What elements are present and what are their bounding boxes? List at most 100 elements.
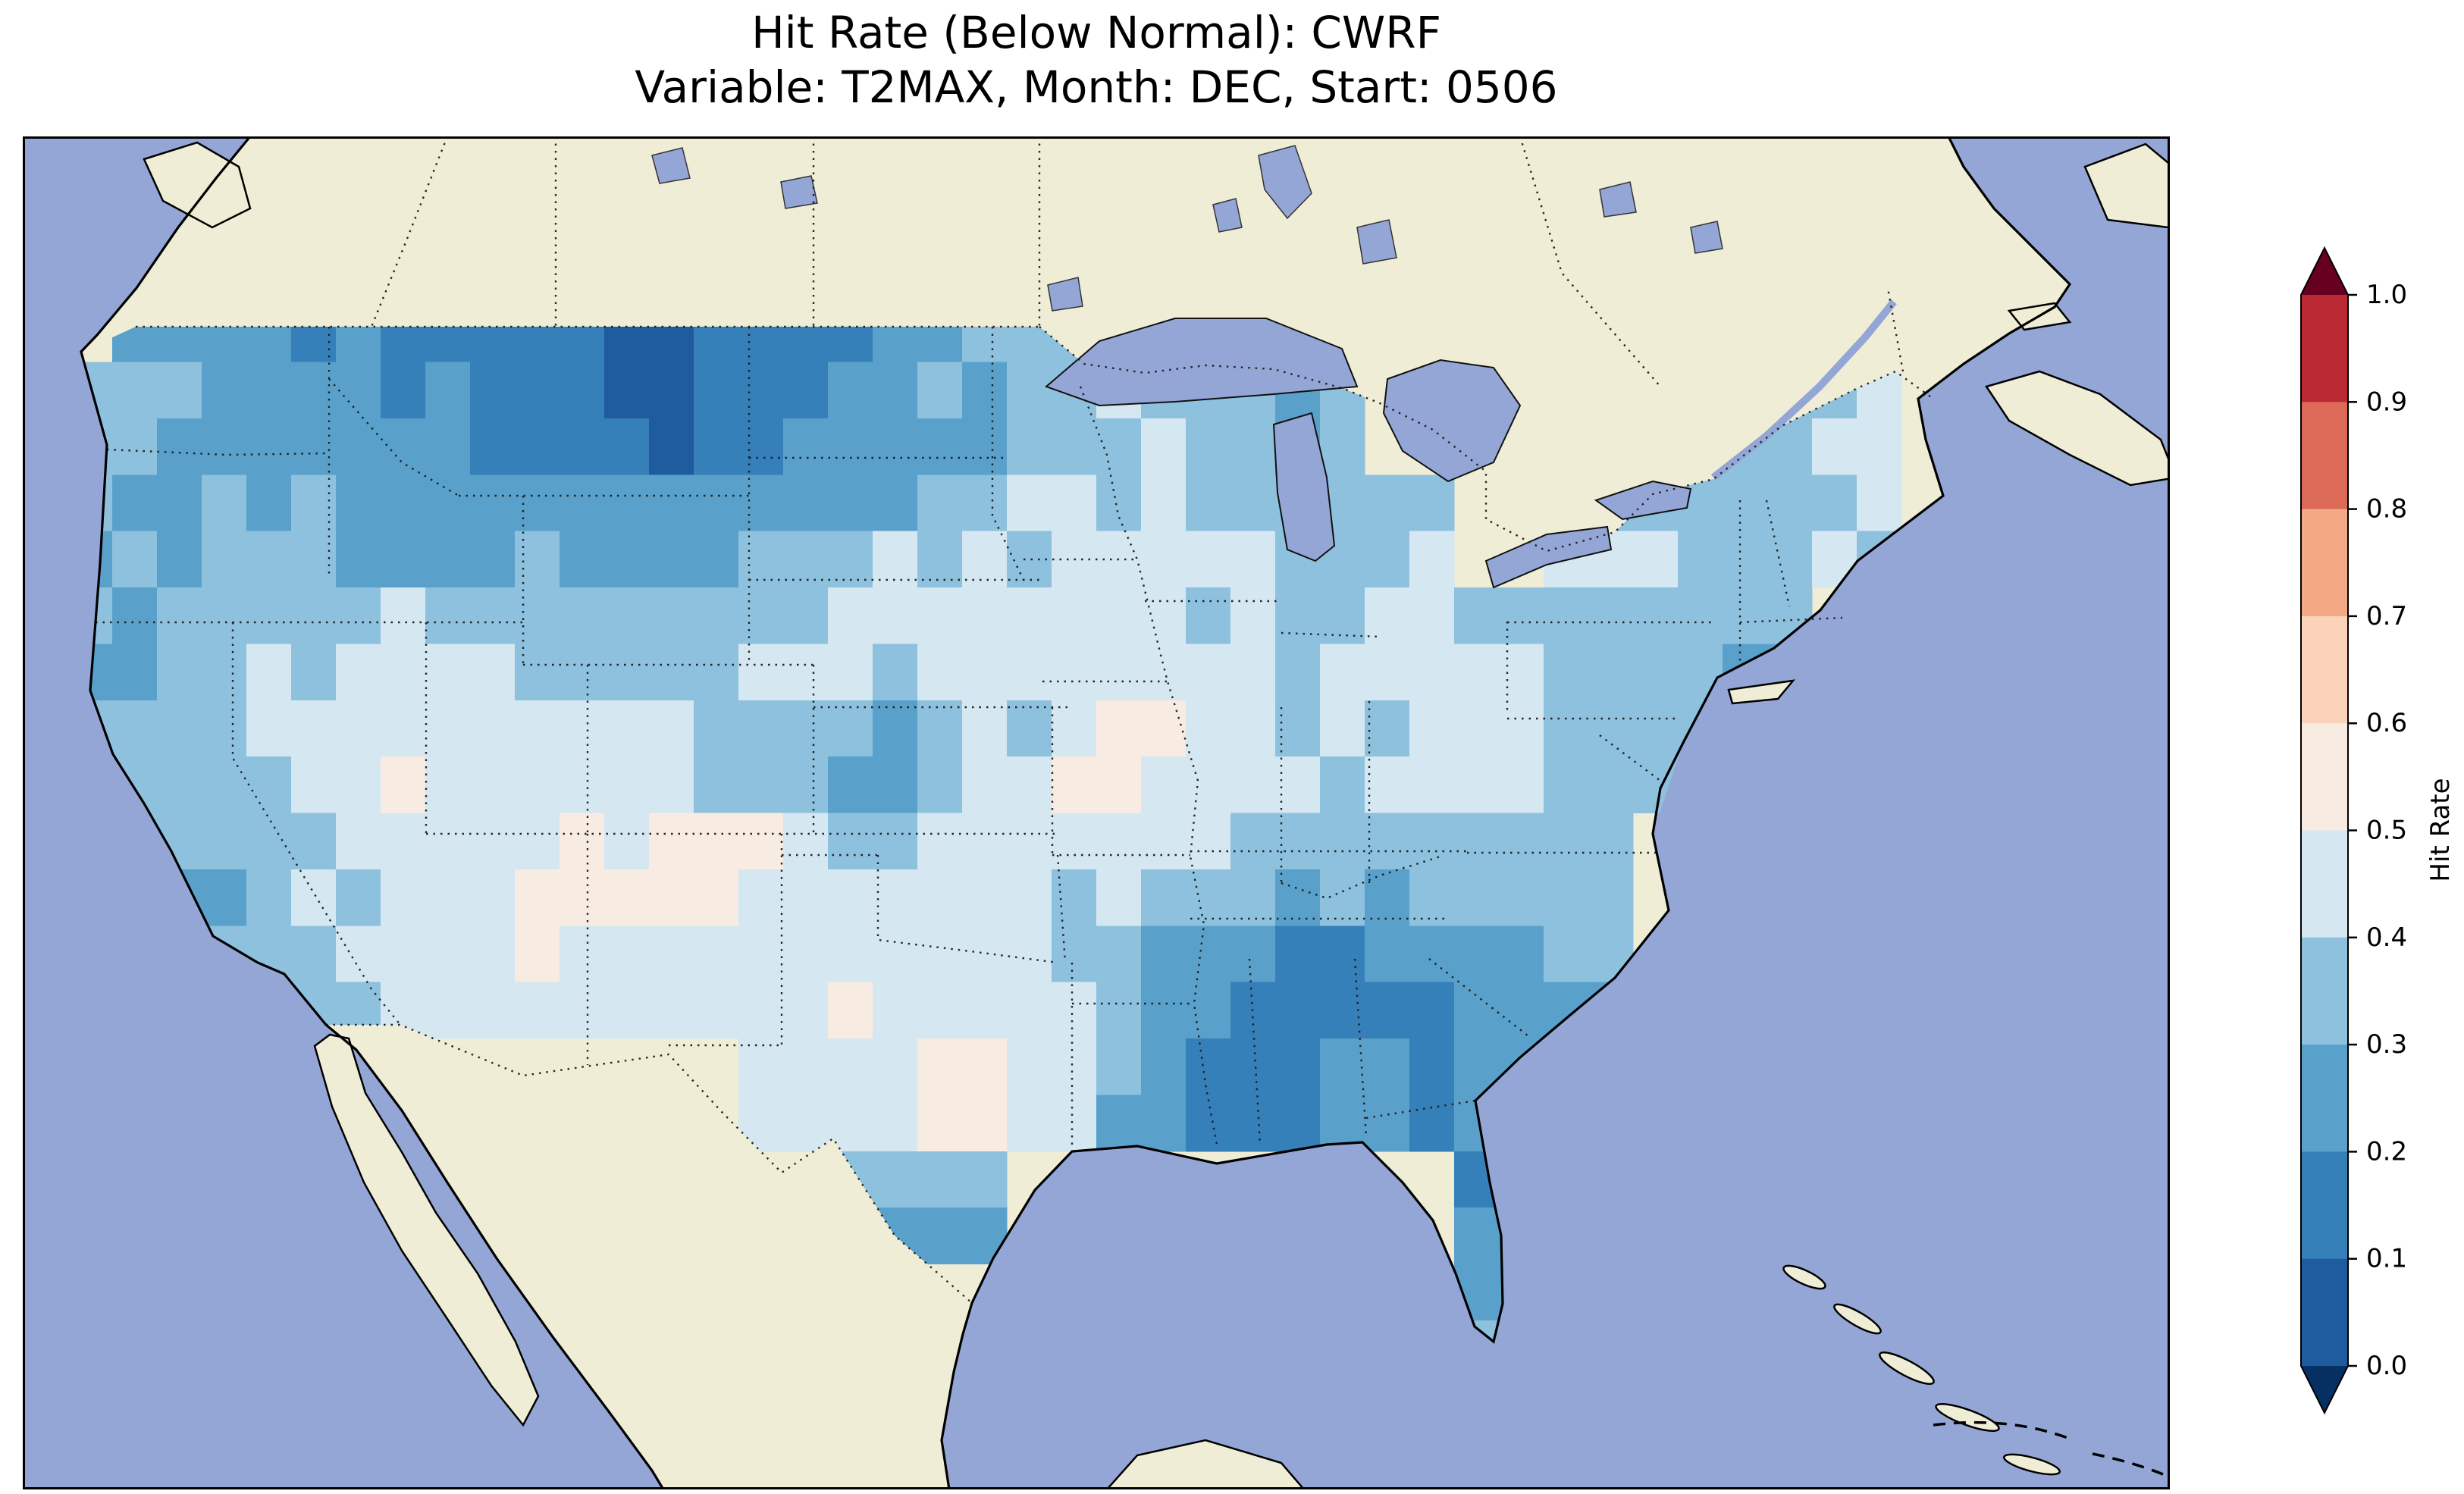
colorbar-tick-label: 0.2 xyxy=(2366,1136,2407,1167)
heatmap-cell xyxy=(604,327,650,363)
heatmap-cell xyxy=(1723,475,1768,532)
heatmap-cell xyxy=(1544,813,1589,870)
heatmap-cell xyxy=(1275,700,1321,757)
heatmap-cell xyxy=(1007,926,1052,983)
heatmap-cell xyxy=(1141,1038,1187,1095)
heatmap-cell xyxy=(470,756,516,814)
heatmap-cell xyxy=(1409,756,1455,814)
colorbar-tick-label: 0.4 xyxy=(2366,922,2407,953)
heatmap-cell xyxy=(1320,418,1365,475)
heatmap-cell xyxy=(291,700,337,757)
heatmap-cell xyxy=(515,869,560,926)
heatmap-cell xyxy=(828,531,873,588)
heatmap-cell xyxy=(1052,644,1097,701)
heatmap-cell xyxy=(783,644,829,701)
heatmap-cell xyxy=(246,327,292,363)
heatmap-cell xyxy=(1052,756,1097,814)
heatmap-cell xyxy=(1141,982,1187,1039)
heatmap-cell xyxy=(336,362,381,419)
heatmap-cell xyxy=(962,982,1008,1039)
heatmap-cell xyxy=(1812,475,1857,532)
heatmap-cell xyxy=(515,327,560,363)
colorbar: 1.0 0.9 0.8 0.7 0.6 0.5 0.4 0.3 0.2 0.1 0.0 xyxy=(2300,246,2407,1415)
heatmap-cell xyxy=(1096,475,1142,532)
heatmap-cell xyxy=(336,644,381,701)
heatmap-cell xyxy=(649,644,694,701)
heatmap-cell xyxy=(1186,1038,1231,1095)
heatmap-cell xyxy=(649,587,694,644)
heatmap-cell xyxy=(1544,587,1589,644)
heatmap-cell xyxy=(470,926,516,983)
heatmap-cell xyxy=(157,587,202,644)
heatmap-cell xyxy=(1052,1095,1097,1152)
heatmap-cell xyxy=(515,982,560,1039)
heatmap-cell xyxy=(604,869,650,926)
heatmap-cell xyxy=(1186,869,1231,926)
heatmap-cell xyxy=(425,756,471,814)
bahamas-island-4 xyxy=(1935,1403,2000,1432)
heatmap-cell xyxy=(381,475,426,532)
heatmap-cell xyxy=(649,700,694,757)
heatmap-cell xyxy=(1275,644,1321,701)
long-island xyxy=(1727,679,1796,705)
heatmap-cell xyxy=(112,475,158,532)
heatmap-cell xyxy=(202,418,247,475)
vancouver-island xyxy=(143,141,252,229)
heatmap-cell xyxy=(1544,869,1589,926)
heatmap-cell xyxy=(560,700,605,757)
heatmap-cell xyxy=(828,475,873,532)
heatmap-cell xyxy=(1186,587,1231,644)
heatmap-cell xyxy=(157,531,202,588)
colorbar-segment xyxy=(2301,1258,2348,1367)
heatmap-cell xyxy=(917,1038,963,1095)
heatmap-cell xyxy=(694,813,739,870)
heatmap-cell xyxy=(873,531,918,588)
heatmap-cell xyxy=(1007,700,1052,757)
heatmap-cell xyxy=(1588,644,1634,701)
heatmap-cell xyxy=(1096,1038,1142,1095)
heatmap-cell xyxy=(1544,700,1589,757)
heatmap-cell xyxy=(828,327,873,363)
heatmap-cell xyxy=(1499,644,1544,701)
heatmap-cell xyxy=(917,418,963,475)
heatmap-cell xyxy=(1141,700,1187,757)
heatmap-cell xyxy=(246,531,292,588)
heatmap-cell xyxy=(291,926,337,983)
heatmap-cell xyxy=(917,1095,963,1152)
heatmap-cell xyxy=(1409,475,1455,532)
heatmap-cell xyxy=(873,813,918,870)
heatmap-cell xyxy=(917,327,963,363)
heatmap-cell xyxy=(1499,869,1544,926)
heatmap-cell xyxy=(1186,982,1231,1039)
heatmap-cell xyxy=(1275,869,1321,926)
heatmap-cell xyxy=(1096,418,1142,475)
bahamas-island-3 xyxy=(1879,1351,1935,1386)
heatmap-cell xyxy=(917,644,963,701)
heatmap-cell xyxy=(1096,756,1142,814)
cuba-coast xyxy=(1933,1420,2170,1479)
heatmap-cell xyxy=(381,926,426,983)
heatmap-cell xyxy=(425,418,471,475)
heatmap-cell xyxy=(246,418,292,475)
heatmap-cell xyxy=(515,926,560,983)
heatmap-cell xyxy=(112,362,158,419)
canada-lake-1 xyxy=(651,147,691,184)
heatmap-cell xyxy=(738,327,784,363)
heatmap-cell xyxy=(1096,587,1142,644)
heatmap-cell xyxy=(1588,813,1634,870)
heatmap-cell xyxy=(1275,1038,1321,1095)
heatmap-cell xyxy=(917,756,963,814)
heatmap-cell xyxy=(873,362,918,419)
heatmap-cell xyxy=(246,475,292,532)
heatmap-cell xyxy=(1767,531,1813,588)
heatmap-cell xyxy=(336,869,381,926)
heatmap-cell xyxy=(1320,813,1365,870)
heatmap-cell xyxy=(560,756,605,814)
heatmap-cell xyxy=(694,475,739,532)
heatmap-cell xyxy=(1454,982,1500,1039)
heatmap-cell xyxy=(604,531,650,588)
heatmap-cell xyxy=(1723,587,1768,644)
heatmap-cell xyxy=(1186,1095,1231,1152)
heatmap-cell xyxy=(515,475,560,532)
heatmap-cell xyxy=(336,756,381,814)
